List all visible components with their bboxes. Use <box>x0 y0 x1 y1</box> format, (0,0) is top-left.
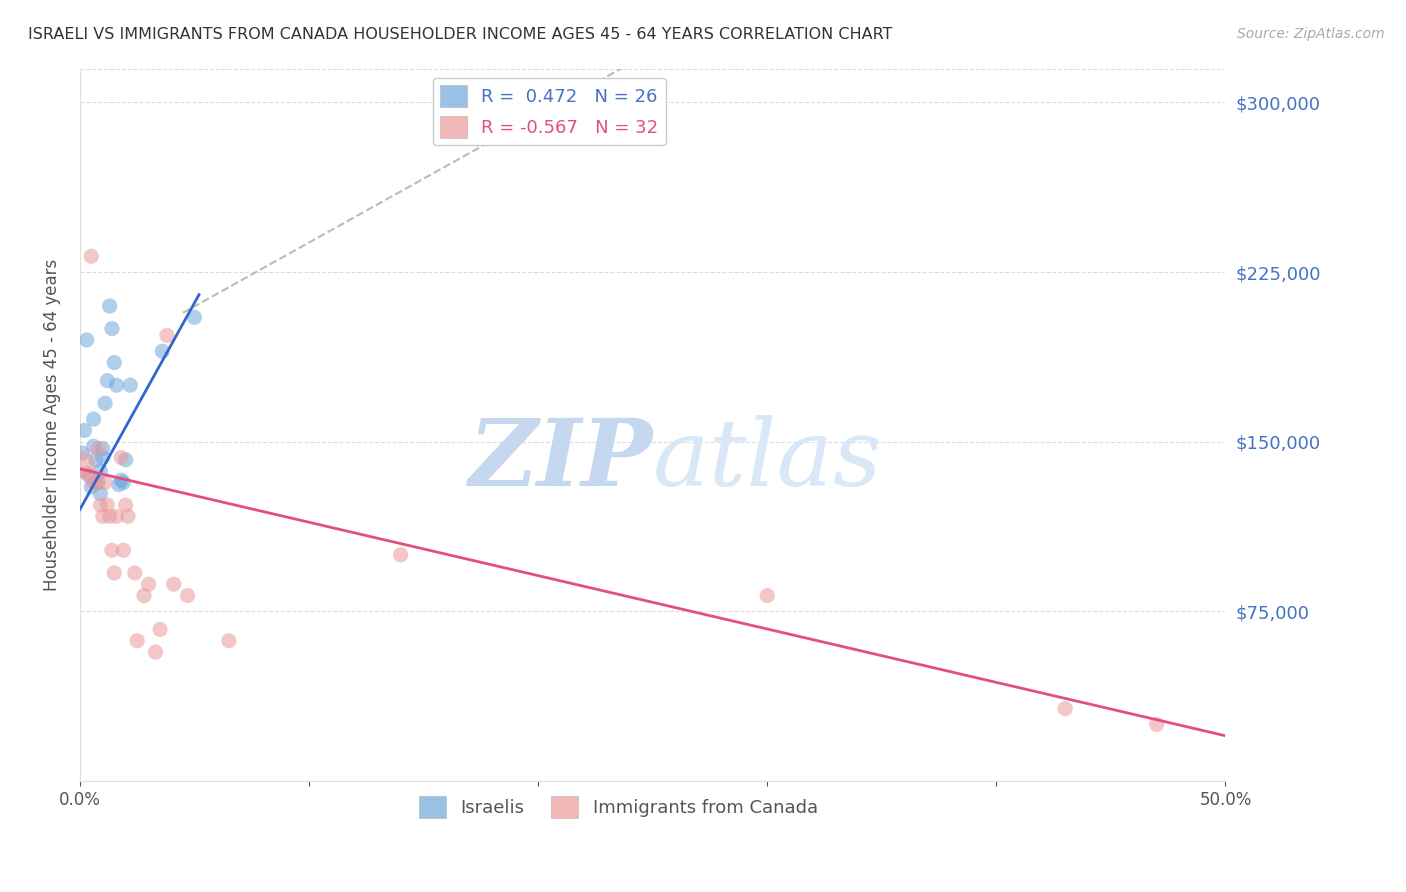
Point <box>105 509 128 524</box>
Point <box>103 355 125 369</box>
Text: ZIP: ZIP <box>468 416 652 506</box>
Point <box>83 475 105 490</box>
Point <box>138 577 160 591</box>
Point <box>114 452 136 467</box>
Point <box>218 633 240 648</box>
Point <box>132 589 155 603</box>
Point <box>83 412 105 426</box>
Point <box>112 475 135 490</box>
Point <box>127 633 149 648</box>
Point <box>105 378 128 392</box>
Point <box>96 498 118 512</box>
Point <box>77 468 100 483</box>
Legend: Israelis, Immigrants from Canada: Israelis, Immigrants from Canada <box>412 789 825 825</box>
Point <box>163 577 186 591</box>
Point <box>149 623 172 637</box>
Point <box>756 589 779 603</box>
Point <box>117 509 139 524</box>
Point <box>87 475 110 490</box>
Point <box>110 450 132 465</box>
Point <box>73 424 96 438</box>
Point <box>389 548 412 562</box>
Point <box>89 487 111 501</box>
Point <box>94 475 117 490</box>
Point <box>80 480 103 494</box>
Point <box>96 374 118 388</box>
Point <box>108 477 131 491</box>
Point <box>83 439 105 453</box>
Text: ISRAELI VS IMMIGRANTS FROM CANADA HOUSEHOLDER INCOME AGES 45 - 64 YEARS CORRELAT: ISRAELI VS IMMIGRANTS FROM CANADA HOUSEH… <box>28 27 893 42</box>
Point <box>114 498 136 512</box>
Point <box>80 249 103 263</box>
Text: Source: ZipAtlas.com: Source: ZipAtlas.com <box>1237 27 1385 41</box>
Point <box>91 450 114 465</box>
Point <box>1054 701 1077 715</box>
Point <box>101 543 124 558</box>
Point <box>76 467 98 481</box>
Point <box>1146 717 1168 731</box>
Point <box>91 442 114 456</box>
Point <box>84 452 107 467</box>
Point <box>94 396 117 410</box>
Point <box>70 446 93 460</box>
Point <box>112 543 135 558</box>
Point <box>110 473 132 487</box>
Point <box>87 442 110 456</box>
Point <box>103 566 125 580</box>
Text: atlas: atlas <box>652 416 882 506</box>
Point <box>176 589 198 603</box>
Point <box>89 498 111 512</box>
Point <box>84 475 107 490</box>
Point <box>120 378 142 392</box>
Point <box>156 328 179 343</box>
Point <box>91 509 114 524</box>
Point <box>98 299 121 313</box>
Point <box>150 344 173 359</box>
Point <box>89 464 111 478</box>
Point <box>98 509 121 524</box>
Point <box>145 645 167 659</box>
Point <box>124 566 146 580</box>
Y-axis label: Householder Income Ages 45 - 64 years: Householder Income Ages 45 - 64 years <box>44 259 60 591</box>
Point <box>76 333 98 347</box>
Point <box>101 321 124 335</box>
Point <box>183 310 205 325</box>
Point <box>70 458 93 472</box>
